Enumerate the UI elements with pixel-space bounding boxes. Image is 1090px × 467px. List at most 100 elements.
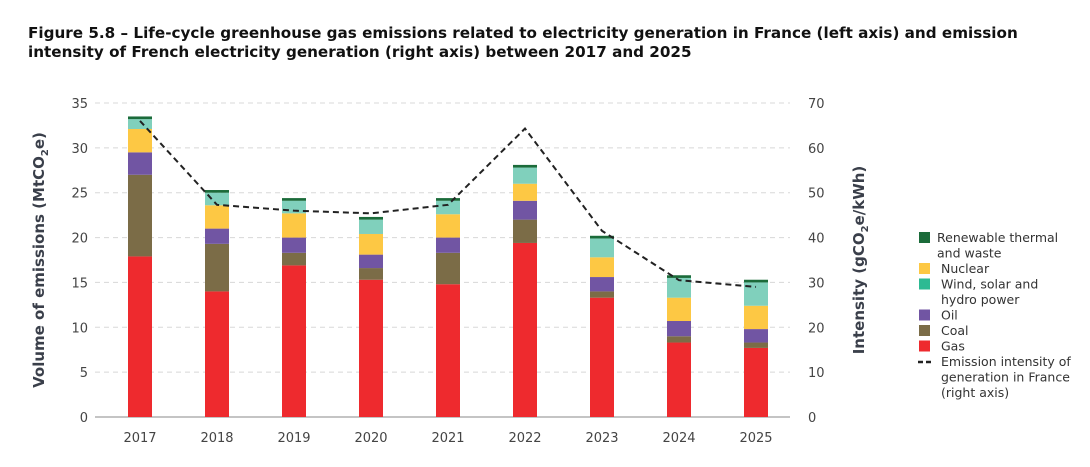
y2-tick-label: 30 [808,276,825,291]
bar-nuclear-2021 [436,214,460,238]
bar-wind-solar-and-hydro-power-2025 [744,282,768,306]
legend-label: (right axis) [941,385,1009,400]
bar-renewable-thermal-and-waste-2019 [282,198,306,201]
legend-label: Oil [941,308,958,323]
y-tick-label: 10 [71,321,88,336]
bar-coal-2021 [436,252,460,285]
legend-swatch [919,340,930,352]
legend-label: and waste [937,246,1002,261]
bar-wind-solar-and-hydro-power-2022 [513,167,537,184]
legend-swatch [919,263,930,274]
y2-tick-label: 50 [808,187,825,202]
x-tick-label: 2017 [123,431,156,446]
x-tick-label: 2025 [739,431,772,446]
bar-renewable-thermal-and-waste-2018 [205,190,229,193]
legend-label: Nuclear [941,261,990,276]
legend-label: hydro power [941,292,1020,307]
bar-renewable-thermal-and-waste-2024 [667,275,691,278]
bar-gas-2019 [282,265,306,417]
y-tick-label: 15 [71,276,88,291]
x-tick-label: 2022 [508,431,541,446]
bar-oil-2021 [436,237,460,253]
y2-axis-label: Intensity (gCO2e/kWh) [850,166,871,355]
bar-wind-solar-and-hydro-power-2021 [436,200,460,215]
bar-renewable-thermal-and-waste-2022 [513,164,537,168]
bar-nuclear-2023 [590,257,614,278]
legend-label: Gas [941,339,965,354]
y-tick-label: 25 [71,187,88,202]
x-tick-label: 2018 [200,431,233,446]
legend-swatch [919,309,930,321]
y2-tick-label: 0 [808,411,816,426]
bar-coal-2020 [359,268,383,280]
bar-gas-2017 [128,256,152,417]
bar-oil-2019 [282,237,306,253]
bar-gas-2021 [436,284,460,417]
bar-oil-2022 [513,200,537,220]
y2-tick-label: 20 [808,321,825,336]
y2-tick-label: 60 [808,142,825,157]
bar-nuclear-2024 [667,297,691,322]
bar-wind-solar-and-hydro-power-2020 [359,219,383,234]
bar-renewable-thermal-and-waste-2023 [590,235,614,239]
bar-oil-2020 [359,254,383,269]
bar-oil-2018 [205,228,229,244]
bar-coal-2022 [513,219,537,243]
y2-tick-label: 70 [808,97,825,112]
bar-oil-2025 [744,329,768,343]
legend-label: generation in France [941,370,1070,385]
bar-coal-2019 [282,252,306,266]
bar-oil-2017 [128,152,152,175]
legend-label: Wind, solar and [941,277,1038,292]
bar-renewable-thermal-and-waste-2020 [359,216,383,220]
bar-wind-solar-and-hydro-power-2024 [667,277,691,298]
bar-gas-2020 [359,279,383,417]
intensity-line [139,120,757,288]
bar-gas-2023 [590,297,614,417]
bar-coal-2017 [128,174,152,257]
bar-oil-2024 [667,321,691,337]
legend-swatch [919,325,930,336]
bar-oil-2023 [590,277,614,292]
x-tick-label: 2021 [431,431,464,446]
bar-nuclear-2019 [282,213,306,238]
figure-title: Figure 5.8 – Life-cycle greenhouse gas e… [28,24,1018,61]
bar-gas-2024 [667,342,691,417]
legend-label: Emission intensity of [941,354,1071,369]
y-tick-label: 0 [80,411,88,426]
x-tick-label: 2020 [354,431,387,446]
x-tick-label: 2019 [277,431,310,446]
bar-coal-2025 [744,342,768,348]
bar-nuclear-2017 [128,129,152,153]
bar-renewable-thermal-and-waste-2017 [128,116,152,120]
bar-renewable-thermal-and-waste-2025 [744,279,768,283]
y2-tick-label: 10 [808,366,825,381]
legend-swatch [919,278,930,290]
bar-gas-2018 [205,291,229,417]
legend-swatch [919,232,930,243]
bar-renewable-thermal-and-waste-2021 [436,198,460,201]
bar-coal-2023 [590,291,614,298]
y-tick-label: 5 [80,366,88,381]
bar-wind-solar-and-hydro-power-2017 [128,119,152,130]
bar-gas-2025 [744,347,768,417]
legend-label: Renewable thermal [937,230,1058,245]
y2-tick-label: 40 [808,232,825,247]
legend-label: Coal [941,323,969,338]
bar-wind-solar-and-hydro-power-2023 [590,238,614,258]
y-tick-label: 20 [71,232,88,247]
bar-wind-solar-and-hydro-power-2018 [205,192,229,206]
bar-nuclear-2018 [205,205,229,229]
x-tick-label: 2024 [662,431,695,446]
bar-nuclear-2020 [359,233,383,255]
y-tick-label: 35 [71,97,88,112]
y-tick-label: 30 [71,142,88,157]
bar-coal-2024 [667,336,691,343]
bar-nuclear-2025 [744,305,768,330]
bar-gas-2022 [513,242,537,417]
y-axis-label: Volume of emissions (MtCO2e) [30,132,51,388]
bar-nuclear-2022 [513,183,537,201]
x-tick-label: 2023 [585,431,618,446]
bar-coal-2018 [205,243,229,292]
